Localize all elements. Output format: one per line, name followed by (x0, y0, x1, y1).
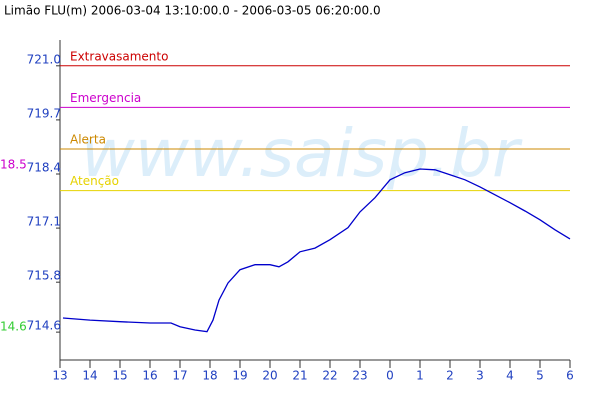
threshold-label: Extravasamento (70, 49, 168, 63)
max-label: 18.5 (0, 158, 27, 172)
x-tick-label: 17 (172, 369, 187, 383)
y-tick-label: 718.4 (27, 160, 61, 174)
threshold-label: Emergencia (70, 91, 141, 105)
y-tick-label: 717.1 (27, 215, 61, 229)
min-label: 14.6 (0, 320, 27, 334)
y-tick-label: 714.6 (27, 319, 61, 333)
threshold-label: Alerta (70, 133, 106, 147)
y-tick-label: 719.7 (27, 106, 61, 120)
threshold-label: Atenção (70, 174, 119, 188)
x-tick-label: 23 (352, 369, 367, 383)
x-tick-label: 16 (142, 369, 157, 383)
x-tick-label: 1 (416, 369, 424, 383)
x-tick-label: 5 (536, 369, 544, 383)
x-tick-label: 3 (476, 369, 484, 383)
x-tick-label: 15 (112, 369, 127, 383)
watermark: www.saisp.br (81, 115, 523, 192)
x-tick-label: 20 (262, 369, 277, 383)
y-tick-label: 715.8 (27, 269, 61, 283)
x-tick-label: 22 (322, 369, 337, 383)
x-tick-label: 21 (292, 369, 307, 383)
x-tick-label: 6 (566, 369, 574, 383)
x-tick-label: 4 (506, 369, 514, 383)
x-tick-label: 18 (202, 369, 217, 383)
x-tick-label: 2 (446, 369, 454, 383)
x-tick-label: 19 (232, 369, 247, 383)
data-line (62, 168, 571, 333)
x-tick-label: 14 (82, 369, 97, 383)
chart-title: Limão FLU(m) 2006-03-04 13:10:00.0 - 200… (4, 4, 381, 18)
x-tick-label: 13 (52, 369, 67, 383)
x-tick-label: 0 (386, 369, 394, 383)
y-tick-label: 721.0 (27, 52, 61, 66)
